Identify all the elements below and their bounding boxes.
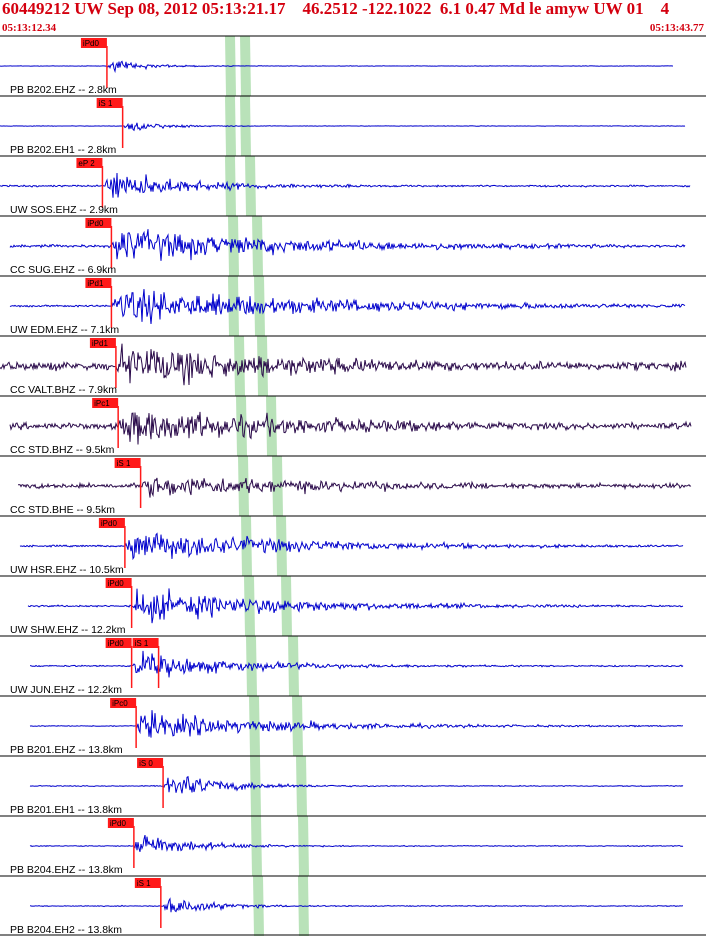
waveform-trace xyxy=(29,650,684,678)
pick-flag xyxy=(76,158,103,168)
station-label: UW SOS.EHZ -- 2.9km xyxy=(10,204,118,216)
waveform-trace xyxy=(19,532,684,561)
waveform-trace xyxy=(29,775,684,794)
pick-flag xyxy=(114,458,141,468)
event-title: 60449212 UW Sep 08, 2012 05:13:21.17 46.… xyxy=(2,0,670,18)
pick-flag xyxy=(92,398,119,408)
pick-label: iPd0 xyxy=(83,39,100,48)
waveform-trace xyxy=(29,710,684,738)
start-time-label: 05:13:12.34 xyxy=(2,22,57,34)
station-label: CC VALT.BHZ -- 7.9km xyxy=(10,384,117,396)
pick-label: iPd0 xyxy=(108,579,125,588)
waveform-trace xyxy=(0,343,687,386)
station-label: CC STD.BHE -- 9.5km xyxy=(10,504,115,516)
pick-label: eP 2 xyxy=(78,159,95,168)
waveform-trace xyxy=(0,60,673,74)
waveform-trace xyxy=(27,588,684,624)
pick-label: iPd1 xyxy=(87,279,104,288)
pick-label: iS 1 xyxy=(99,99,113,108)
pick-label: iPc1 xyxy=(94,399,110,408)
pick-flag xyxy=(85,278,112,288)
waveform-trace xyxy=(29,834,684,852)
waveform-trace xyxy=(17,477,692,498)
pick-flag xyxy=(96,98,123,108)
pick-flag xyxy=(105,638,132,648)
pick-label: iS 1 xyxy=(117,459,131,468)
pick-flag xyxy=(89,338,116,348)
pick-flag xyxy=(80,38,107,48)
pick-label: iPd0 xyxy=(87,219,104,228)
station-label: PB B201.EHZ -- 13.8km xyxy=(10,744,123,756)
waveform-trace xyxy=(9,289,686,324)
station-label: UW SHW.EHZ -- 12.2km xyxy=(10,624,126,636)
waveform-trace xyxy=(0,122,686,132)
station-labels: PB B202.EHZ -- 2.8km PB B202.EH1 -- 2.8km… xyxy=(10,84,126,936)
pick-label: iPd0 xyxy=(108,639,125,648)
pick-label: iS 1 xyxy=(135,639,149,648)
pick-flag xyxy=(105,578,132,588)
station-label: CC SUG.EHZ -- 6.9km xyxy=(10,264,116,276)
panel-dividers xyxy=(0,35,706,936)
station-label: PB B204.EH2 -- 13.8km xyxy=(10,924,122,936)
waveform-trace xyxy=(9,229,686,261)
waveform-trace xyxy=(0,172,691,198)
station-label: PB B202.EH1 -- 2.8km xyxy=(10,144,116,156)
station-label: CC STD.BHZ -- 9.5km xyxy=(10,444,115,456)
station-label: UW EDM.EHZ -- 7.1km xyxy=(10,324,119,336)
station-label: PB B202.EHZ -- 2.8km xyxy=(10,84,117,96)
pick-label: iS 0 xyxy=(139,759,153,768)
pick-flag xyxy=(85,218,112,228)
pick-flag xyxy=(110,698,137,708)
p-phase-band xyxy=(225,36,264,936)
end-time-label: 05:13:43.77 xyxy=(649,22,704,34)
waveform-trace xyxy=(29,897,684,913)
pick-flag xyxy=(132,638,159,648)
pick-flag xyxy=(98,518,125,528)
waveform-trace xyxy=(9,411,692,445)
station-label: PB B204.EHZ -- 13.8km xyxy=(10,864,123,876)
pick-label: iPc0 xyxy=(112,699,128,708)
pick-label: iPd1 xyxy=(92,339,109,348)
pick-flag xyxy=(134,878,161,888)
station-label: PB B201.EH1 -- 13.8km xyxy=(10,804,122,816)
pick-flag xyxy=(107,818,134,828)
waveform-traces xyxy=(0,60,692,913)
pick-label: iS 1 xyxy=(137,879,151,888)
station-label: UW JUN.EHZ -- 12.2km xyxy=(10,684,122,696)
plot-header: 60449212 UW Sep 08, 2012 05:13:21.17 46.… xyxy=(0,0,706,36)
pick-label: iPd0 xyxy=(101,519,118,528)
phase-picks: iPd0 iS 1 eP 2 iPd0 iPd1 iPd1 iPc1 iS 1 iPd0 iPd0… xyxy=(76,38,164,928)
pick-label: iPd0 xyxy=(110,819,127,828)
pick-flag xyxy=(137,758,164,768)
station-label: UW HSR.EHZ -- 10.5km xyxy=(10,564,124,576)
